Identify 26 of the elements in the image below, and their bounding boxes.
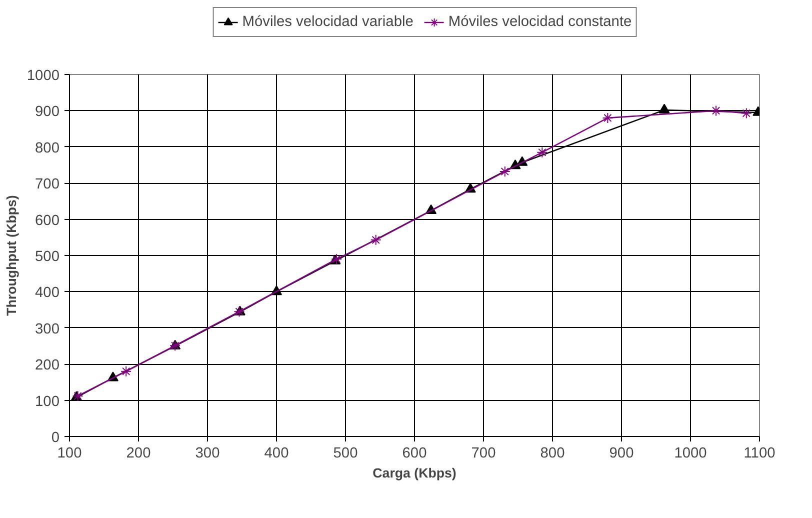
x-tick-label: 600: [402, 446, 427, 462]
legend-label: Móviles velocidad variable: [242, 14, 414, 30]
y-tick-label: 1000: [26, 68, 60, 84]
y-tick-label: 500: [35, 249, 60, 265]
x-tick-label: 300: [195, 446, 220, 462]
x-tick-label: 900: [609, 446, 634, 462]
y-tick-label: 600: [35, 212, 60, 229]
y-tick-label: 0: [51, 430, 60, 446]
y-tick-label: 100: [35, 394, 60, 410]
x-tick-label: 200: [126, 446, 151, 462]
y-tick-label: 400: [35, 285, 60, 302]
x-tick-label: 100: [57, 446, 82, 462]
x-tick-label: 700: [471, 446, 496, 462]
x-axis-title: Carga (Kbps): [372, 466, 456, 480]
x-tick-label: 1000: [674, 446, 707, 462]
x-tick-label: 500: [333, 446, 358, 462]
y-tick-label: 800: [35, 140, 60, 156]
x-tick-label: 800: [540, 446, 565, 462]
y-tick-label: 300: [35, 321, 60, 338]
y-axis-title: Throughput (Kbps): [4, 195, 19, 316]
y-tick-label: 700: [35, 176, 60, 193]
x-tick-label: 1100: [744, 446, 776, 462]
y-tick-label: 200: [35, 358, 60, 374]
x-tick-label: 400: [264, 446, 289, 462]
legend-label: Móviles velocidad constante: [448, 14, 632, 30]
y-tick-label: 900: [35, 104, 60, 120]
